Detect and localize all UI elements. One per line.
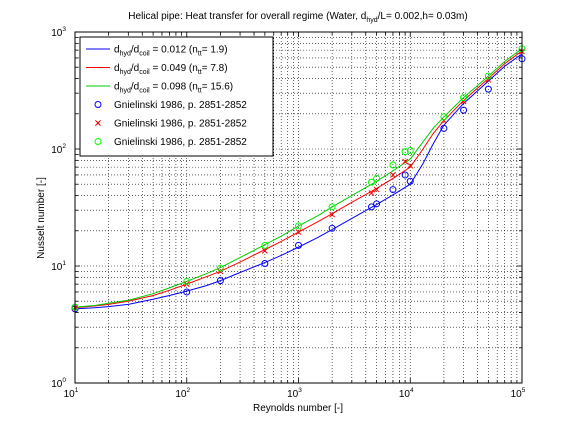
data-point-marker xyxy=(183,277,191,285)
data-point-marker xyxy=(484,85,492,93)
data-point-marker xyxy=(440,117,447,124)
x-tick-label: 102 xyxy=(175,387,190,400)
data-point-marker xyxy=(406,147,414,155)
data-point-marker xyxy=(460,94,468,102)
tick-marks xyxy=(74,31,523,384)
series-layer xyxy=(71,45,526,313)
legend-label: Gnielinski 1986, p. 2851-2852 xyxy=(114,119,247,130)
x-tick-label: 104 xyxy=(399,387,414,400)
legend-marker-swatch xyxy=(94,101,102,108)
data-point-marker-stroke xyxy=(329,211,336,218)
data-point-marker xyxy=(406,177,414,185)
data-point-marker xyxy=(183,288,191,296)
legend-marker-swatch-stroke xyxy=(95,120,101,126)
data-point-marker xyxy=(373,186,380,193)
series-line xyxy=(74,53,523,310)
x-tick-label: 101 xyxy=(64,387,79,400)
legend-label: dhyd/dcoil = 0.098 (ntt= 15.6) xyxy=(114,82,233,95)
legend-marker-swatch xyxy=(94,138,102,145)
legend: dhyd/dcoil = 0.012 (ntt= 1.9) dhyd/dcoil … xyxy=(79,36,274,157)
legend-label: dhyd/dcoil = 0.049 (ntt= 7.8) xyxy=(114,63,228,76)
legend-entry: dhyd/dcoil = 0.098 (ntt= 15.6) xyxy=(86,82,233,95)
x-tick-label: 105 xyxy=(511,387,526,400)
data-point-marker-stroke xyxy=(373,186,380,193)
series-4 xyxy=(71,55,526,313)
legend-box xyxy=(79,36,274,157)
data-point-marker xyxy=(389,186,397,194)
y-tick-label: 103 xyxy=(51,26,66,39)
legend-entry: dhyd/dcoil = 0.049 (ntt= 7.8) xyxy=(86,63,228,76)
data-point-marker xyxy=(368,190,375,197)
data-point-marker-stroke xyxy=(440,117,447,124)
data-point-marker-stroke xyxy=(368,190,375,197)
series-1 xyxy=(74,53,523,310)
data-point-marker-stroke xyxy=(407,162,414,169)
data-point-marker xyxy=(389,161,397,169)
x-axis-label: Reynolds number [-] xyxy=(253,403,343,414)
data-point-marker xyxy=(440,113,448,121)
data-point-marker xyxy=(216,277,224,285)
legend-entry: Gnielinski 1986, p. 2851-2852 xyxy=(95,119,247,130)
data-point-marker-stroke xyxy=(295,229,302,236)
legend-label: Gnielinski 1986, p. 2851-2852 xyxy=(114,137,247,148)
data-point-marker xyxy=(401,148,409,156)
data-point-marker xyxy=(484,72,492,80)
data-point-marker xyxy=(295,229,302,236)
data-point-marker xyxy=(328,203,336,211)
legend-entry: dhyd/dcoil = 0.012 (ntt= 1.9) xyxy=(86,45,228,58)
legend-label: Gnielinski 1986, p. 2851-2852 xyxy=(114,100,247,111)
data-point-marker-stroke xyxy=(261,247,268,254)
data-point-marker xyxy=(261,247,268,254)
data-point-marker xyxy=(373,174,381,182)
data-point-marker xyxy=(216,264,224,272)
y-tick-label: 101 xyxy=(51,260,66,273)
data-point-marker xyxy=(329,211,336,218)
y-axis-label: Nusselt number [-] xyxy=(36,177,47,259)
legend-entry: Gnielinski 1986, p. 2851-2852 xyxy=(94,137,247,148)
data-point-marker xyxy=(295,222,302,230)
y-tick-label: 102 xyxy=(51,143,66,156)
data-point-marker xyxy=(367,203,375,211)
data-point-marker xyxy=(328,224,336,232)
data-point-marker-stroke xyxy=(402,158,409,165)
data-point-marker xyxy=(407,162,414,169)
legend-label: dhyd/dcoil = 0.012 (ntt= 1.9) xyxy=(114,45,228,58)
y-tick-label: 100 xyxy=(51,377,66,390)
data-point-marker xyxy=(261,260,269,268)
legend-entry: Gnielinski 1986, p. 2851-2852 xyxy=(94,100,247,111)
data-point-marker xyxy=(401,171,409,179)
chart-title: Helical pipe: Heat transfer for overall … xyxy=(128,11,467,24)
data-point-marker xyxy=(402,158,409,165)
legend-marker-swatch xyxy=(95,120,101,126)
data-point-marker-stroke xyxy=(389,172,396,178)
data-point-marker xyxy=(389,172,396,178)
data-point-marker xyxy=(373,200,381,208)
x-tick-label: 103 xyxy=(287,387,302,400)
data-point-marker xyxy=(295,241,302,249)
data-point-marker xyxy=(261,241,269,249)
data-point-marker xyxy=(460,106,468,114)
data-point-marker xyxy=(367,178,375,186)
data-point-marker xyxy=(440,124,448,132)
